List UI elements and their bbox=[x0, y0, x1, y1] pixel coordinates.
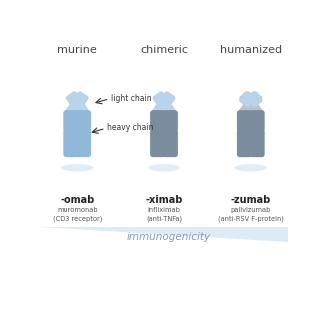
Ellipse shape bbox=[235, 164, 267, 172]
FancyBboxPatch shape bbox=[63, 129, 79, 157]
FancyBboxPatch shape bbox=[63, 110, 79, 132]
FancyBboxPatch shape bbox=[249, 129, 265, 157]
Text: infliximab
(anti-TNFa): infliximab (anti-TNFa) bbox=[146, 207, 182, 222]
Text: -omab: -omab bbox=[60, 195, 94, 205]
FancyBboxPatch shape bbox=[66, 91, 89, 118]
FancyBboxPatch shape bbox=[152, 91, 176, 118]
Text: immunogenicity: immunogenicity bbox=[127, 232, 211, 242]
FancyBboxPatch shape bbox=[249, 110, 265, 132]
FancyBboxPatch shape bbox=[76, 129, 91, 157]
Text: -zumab: -zumab bbox=[231, 195, 271, 205]
Text: light chain: light chain bbox=[111, 93, 151, 102]
Ellipse shape bbox=[148, 164, 180, 172]
FancyBboxPatch shape bbox=[239, 91, 262, 118]
FancyBboxPatch shape bbox=[76, 110, 91, 132]
FancyBboxPatch shape bbox=[150, 110, 165, 132]
FancyBboxPatch shape bbox=[163, 110, 178, 132]
Text: muromonab
(CD3 receptor): muromonab (CD3 receptor) bbox=[52, 207, 102, 222]
Text: heavy chain: heavy chain bbox=[107, 123, 154, 132]
Text: murine: murine bbox=[57, 44, 97, 54]
Text: -ximab: -ximab bbox=[145, 195, 183, 205]
FancyBboxPatch shape bbox=[237, 129, 252, 157]
FancyBboxPatch shape bbox=[163, 129, 178, 157]
Text: chimeric: chimeric bbox=[140, 44, 188, 54]
Ellipse shape bbox=[61, 164, 93, 172]
FancyBboxPatch shape bbox=[237, 110, 252, 132]
FancyBboxPatch shape bbox=[239, 91, 255, 107]
FancyBboxPatch shape bbox=[152, 91, 176, 118]
FancyBboxPatch shape bbox=[247, 91, 263, 107]
Text: humanized: humanized bbox=[220, 44, 282, 54]
Polygon shape bbox=[40, 227, 288, 242]
FancyBboxPatch shape bbox=[239, 91, 263, 118]
Text: palivizumab
(anti-RSV F-protein): palivizumab (anti-RSV F-protein) bbox=[218, 207, 284, 222]
FancyBboxPatch shape bbox=[65, 91, 89, 118]
FancyBboxPatch shape bbox=[150, 129, 165, 157]
